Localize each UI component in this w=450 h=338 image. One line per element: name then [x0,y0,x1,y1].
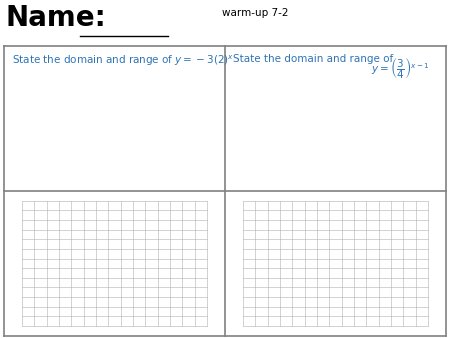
Text: Name:: Name: [6,4,107,32]
Text: State the domain and range of: State the domain and range of [233,54,396,64]
Text: State the domain and range of $y = -3(2)^x$: State the domain and range of $y = -3(2)… [12,54,234,68]
Text: $y = \left(\dfrac{3}{4}\right)^{x-1}$: $y = \left(\dfrac{3}{4}\right)^{x-1}$ [371,55,430,81]
Text: warm-up 7-2: warm-up 7-2 [222,8,288,18]
